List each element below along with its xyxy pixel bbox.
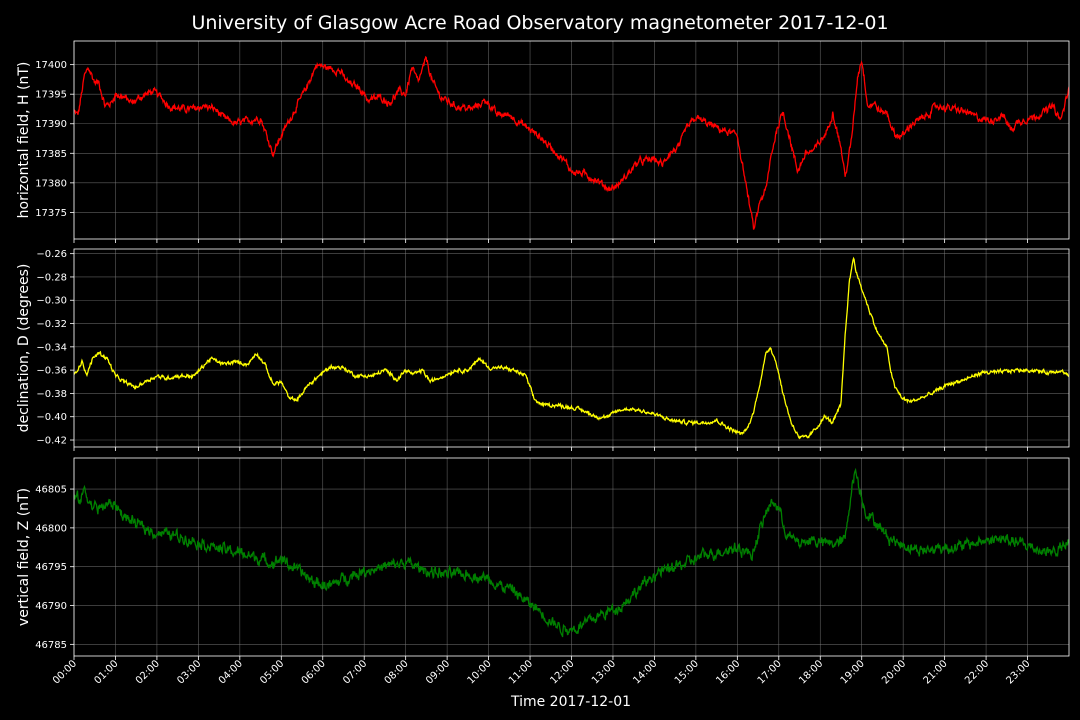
x-tick-label: 04:00 bbox=[217, 658, 245, 686]
chart-title: University of Glasgow Acre Road Observat… bbox=[191, 12, 888, 34]
y-tick-label: −0.30 bbox=[36, 296, 67, 307]
x-tick-label: 00:00 bbox=[51, 658, 79, 686]
y-tick-label: 46795 bbox=[35, 562, 67, 573]
data-series-1 bbox=[74, 55, 1069, 230]
y-tick-label: 17385 bbox=[35, 149, 67, 160]
y-tick-label: 46785 bbox=[35, 640, 67, 651]
x-tick-label: 19:00 bbox=[839, 658, 867, 686]
y-tick-label: 17395 bbox=[35, 90, 67, 101]
data-series-3 bbox=[74, 467, 1069, 638]
data-series-2 bbox=[74, 256, 1069, 440]
y-tick-label: 17390 bbox=[35, 119, 67, 130]
x-tick-label: 18:00 bbox=[797, 658, 825, 686]
x-tick-label: 17:00 bbox=[756, 658, 784, 686]
panel-2: −0.42 −0.40 −0.38 −0.36 −0.34 −0.32 −0.30 −0.28… bbox=[16, 248, 1070, 451]
x-tick-label: 23:00 bbox=[1005, 658, 1033, 686]
x-tick-label: 08:00 bbox=[383, 658, 411, 686]
x-axis-label: Time 2017-12-01 bbox=[510, 694, 631, 710]
x-tick-label: 20:00 bbox=[880, 658, 908, 686]
x-tick-label: 21:00 bbox=[922, 658, 950, 686]
plot-frame bbox=[73, 248, 1070, 448]
y-tick-label: 46790 bbox=[35, 601, 67, 612]
x-tick-label: 11:00 bbox=[507, 658, 535, 686]
y-tick-label: 46805 bbox=[35, 485, 67, 496]
plot-frame bbox=[73, 457, 1070, 657]
x-tick-label: 07:00 bbox=[341, 658, 369, 686]
x-tick-label: 13:00 bbox=[590, 658, 618, 686]
x-tick-label: 16:00 bbox=[714, 658, 742, 686]
y-axis-label: horizontal field, H (nT) bbox=[16, 62, 32, 219]
x-tick-label: 01:00 bbox=[92, 658, 120, 686]
y-tick-label: −0.26 bbox=[36, 249, 67, 260]
x-tick-label: 14:00 bbox=[631, 658, 659, 686]
y-tick-label: −0.40 bbox=[36, 412, 67, 423]
y-tick-label: −0.32 bbox=[36, 319, 67, 330]
y-tick-label: −0.28 bbox=[36, 272, 67, 283]
y-tick-label: 17375 bbox=[35, 208, 67, 219]
x-tick-label: 03:00 bbox=[175, 658, 203, 686]
x-tick-label: 22:00 bbox=[963, 658, 991, 686]
x-tick-label: 10:00 bbox=[466, 658, 494, 686]
y-tick-label: −0.42 bbox=[36, 436, 67, 447]
y-tick-label: −0.34 bbox=[36, 342, 67, 353]
x-tick-label: 09:00 bbox=[424, 658, 452, 686]
plot-frame bbox=[73, 40, 1070, 240]
x-tick-label: 12:00 bbox=[548, 658, 576, 686]
x-tick-label: 06:00 bbox=[300, 658, 328, 686]
y-tick-label: −0.38 bbox=[36, 389, 67, 400]
y-tick-label: 46800 bbox=[35, 523, 67, 534]
x-tick-label: 02:00 bbox=[134, 658, 162, 686]
y-tick-label: 17400 bbox=[35, 60, 67, 71]
y-axis-label: vertical field, Z (nT) bbox=[16, 488, 32, 626]
y-tick-label: 17380 bbox=[35, 178, 67, 189]
panel-1: 17375 17380 17385 17390 17395 17400horizontal… bbox=[16, 40, 1070, 243]
x-tick-label: 15:00 bbox=[673, 658, 701, 686]
y-axis-label: declination, D (degrees) bbox=[16, 264, 32, 433]
x-tick-label: 05:00 bbox=[258, 658, 286, 686]
y-tick-label: −0.36 bbox=[36, 366, 67, 377]
